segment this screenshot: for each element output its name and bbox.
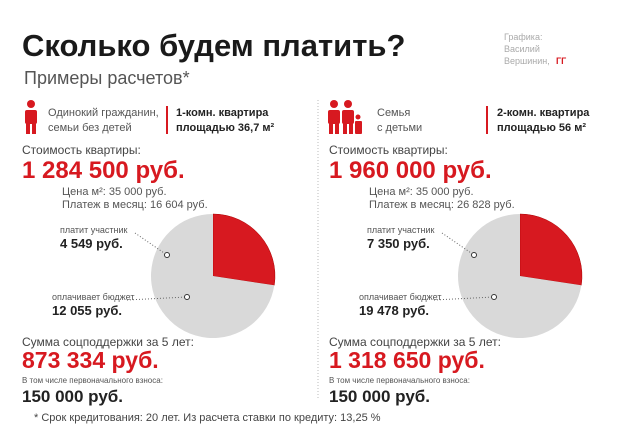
price-m2: Цена м²: 35 000 руб. — [369, 186, 474, 198]
connector-dot — [164, 252, 170, 258]
slice-label: оплачивает бюджет — [359, 292, 441, 302]
slice-value: 4 549 руб. — [60, 236, 123, 251]
apartment: площадью 56 м² — [497, 122, 586, 134]
panel: Семья с детьми 2-комн. квартира площадью 56… — [329, 107, 590, 406]
title: Сколько будем платить? — [22, 28, 405, 63]
pie-slice — [151, 213, 275, 338]
household: семьи без детей — [48, 122, 132, 134]
support: 1 318 650 руб. — [329, 347, 485, 373]
separator — [166, 106, 168, 134]
apartment: 1-комн. квартира — [176, 107, 269, 119]
slice-value: 12 055 руб. — [52, 303, 122, 318]
icon-single — [25, 100, 37, 134]
cost: 1 284 500 руб. — [22, 157, 185, 184]
connector — [126, 296, 188, 301]
connector-dot — [184, 294, 190, 300]
panel: Одинокий гражданин, семьи без детей 1-комн… — [22, 107, 276, 406]
monthly: Платеж в месяц: 16 604 руб. — [62, 199, 208, 211]
support-label: Сумма соцподдержки за 5 лет: — [329, 335, 501, 349]
down-label: В том числе первоначального взноса: — [329, 376, 470, 385]
connector — [134, 232, 168, 256]
connector — [441, 232, 475, 256]
household: Семья — [377, 107, 410, 119]
footnote: * Срок кредитования: 20 лет. Из расчета … — [34, 412, 381, 424]
pie-slice — [212, 213, 276, 286]
household: Одинокий гражданин, — [48, 107, 159, 119]
credit: Василий — [504, 44, 540, 54]
down: 150 000 руб. — [329, 387, 430, 406]
credit: Графика: — [504, 32, 542, 42]
connector-dot — [471, 252, 477, 258]
pie-slice — [458, 213, 582, 338]
monthly: Платеж в месяц: 26 828 руб. — [369, 199, 515, 211]
slice-value: 7 350 руб. — [367, 236, 430, 251]
household: с детьми — [377, 122, 422, 134]
icon-family — [328, 100, 362, 134]
cost: 1 960 000 руб. — [329, 157, 492, 184]
apartment: 2-комн. квартира — [497, 107, 590, 119]
pie-slice — [519, 213, 583, 286]
connector — [433, 296, 495, 301]
cost-label: Стоимость квартиры: — [329, 143, 448, 157]
connector-dot — [491, 294, 497, 300]
slice-label: оплачивает бюджет — [52, 292, 134, 302]
apartment: площадью 36,7 м² — [176, 122, 275, 134]
support: 873 334 руб. — [22, 347, 159, 373]
cost-label: Стоимость квартиры: — [22, 143, 141, 157]
credit-mark: ГГ — [556, 56, 566, 66]
support-label: Сумма соцподдержки за 5 лет: — [22, 335, 194, 349]
slice-label: платит участник — [60, 225, 128, 235]
credit: Вершинин, — [504, 56, 550, 66]
slice-value: 19 478 руб. — [359, 303, 429, 318]
slice-label: платит участник — [367, 225, 435, 235]
subtitle: Примеры расчетов* — [24, 68, 190, 88]
price-m2: Цена м²: 35 000 руб. — [62, 186, 167, 198]
separator — [486, 106, 488, 134]
down-label: В том числе первоначального взноса: — [22, 376, 163, 385]
down: 150 000 руб. — [22, 387, 123, 406]
